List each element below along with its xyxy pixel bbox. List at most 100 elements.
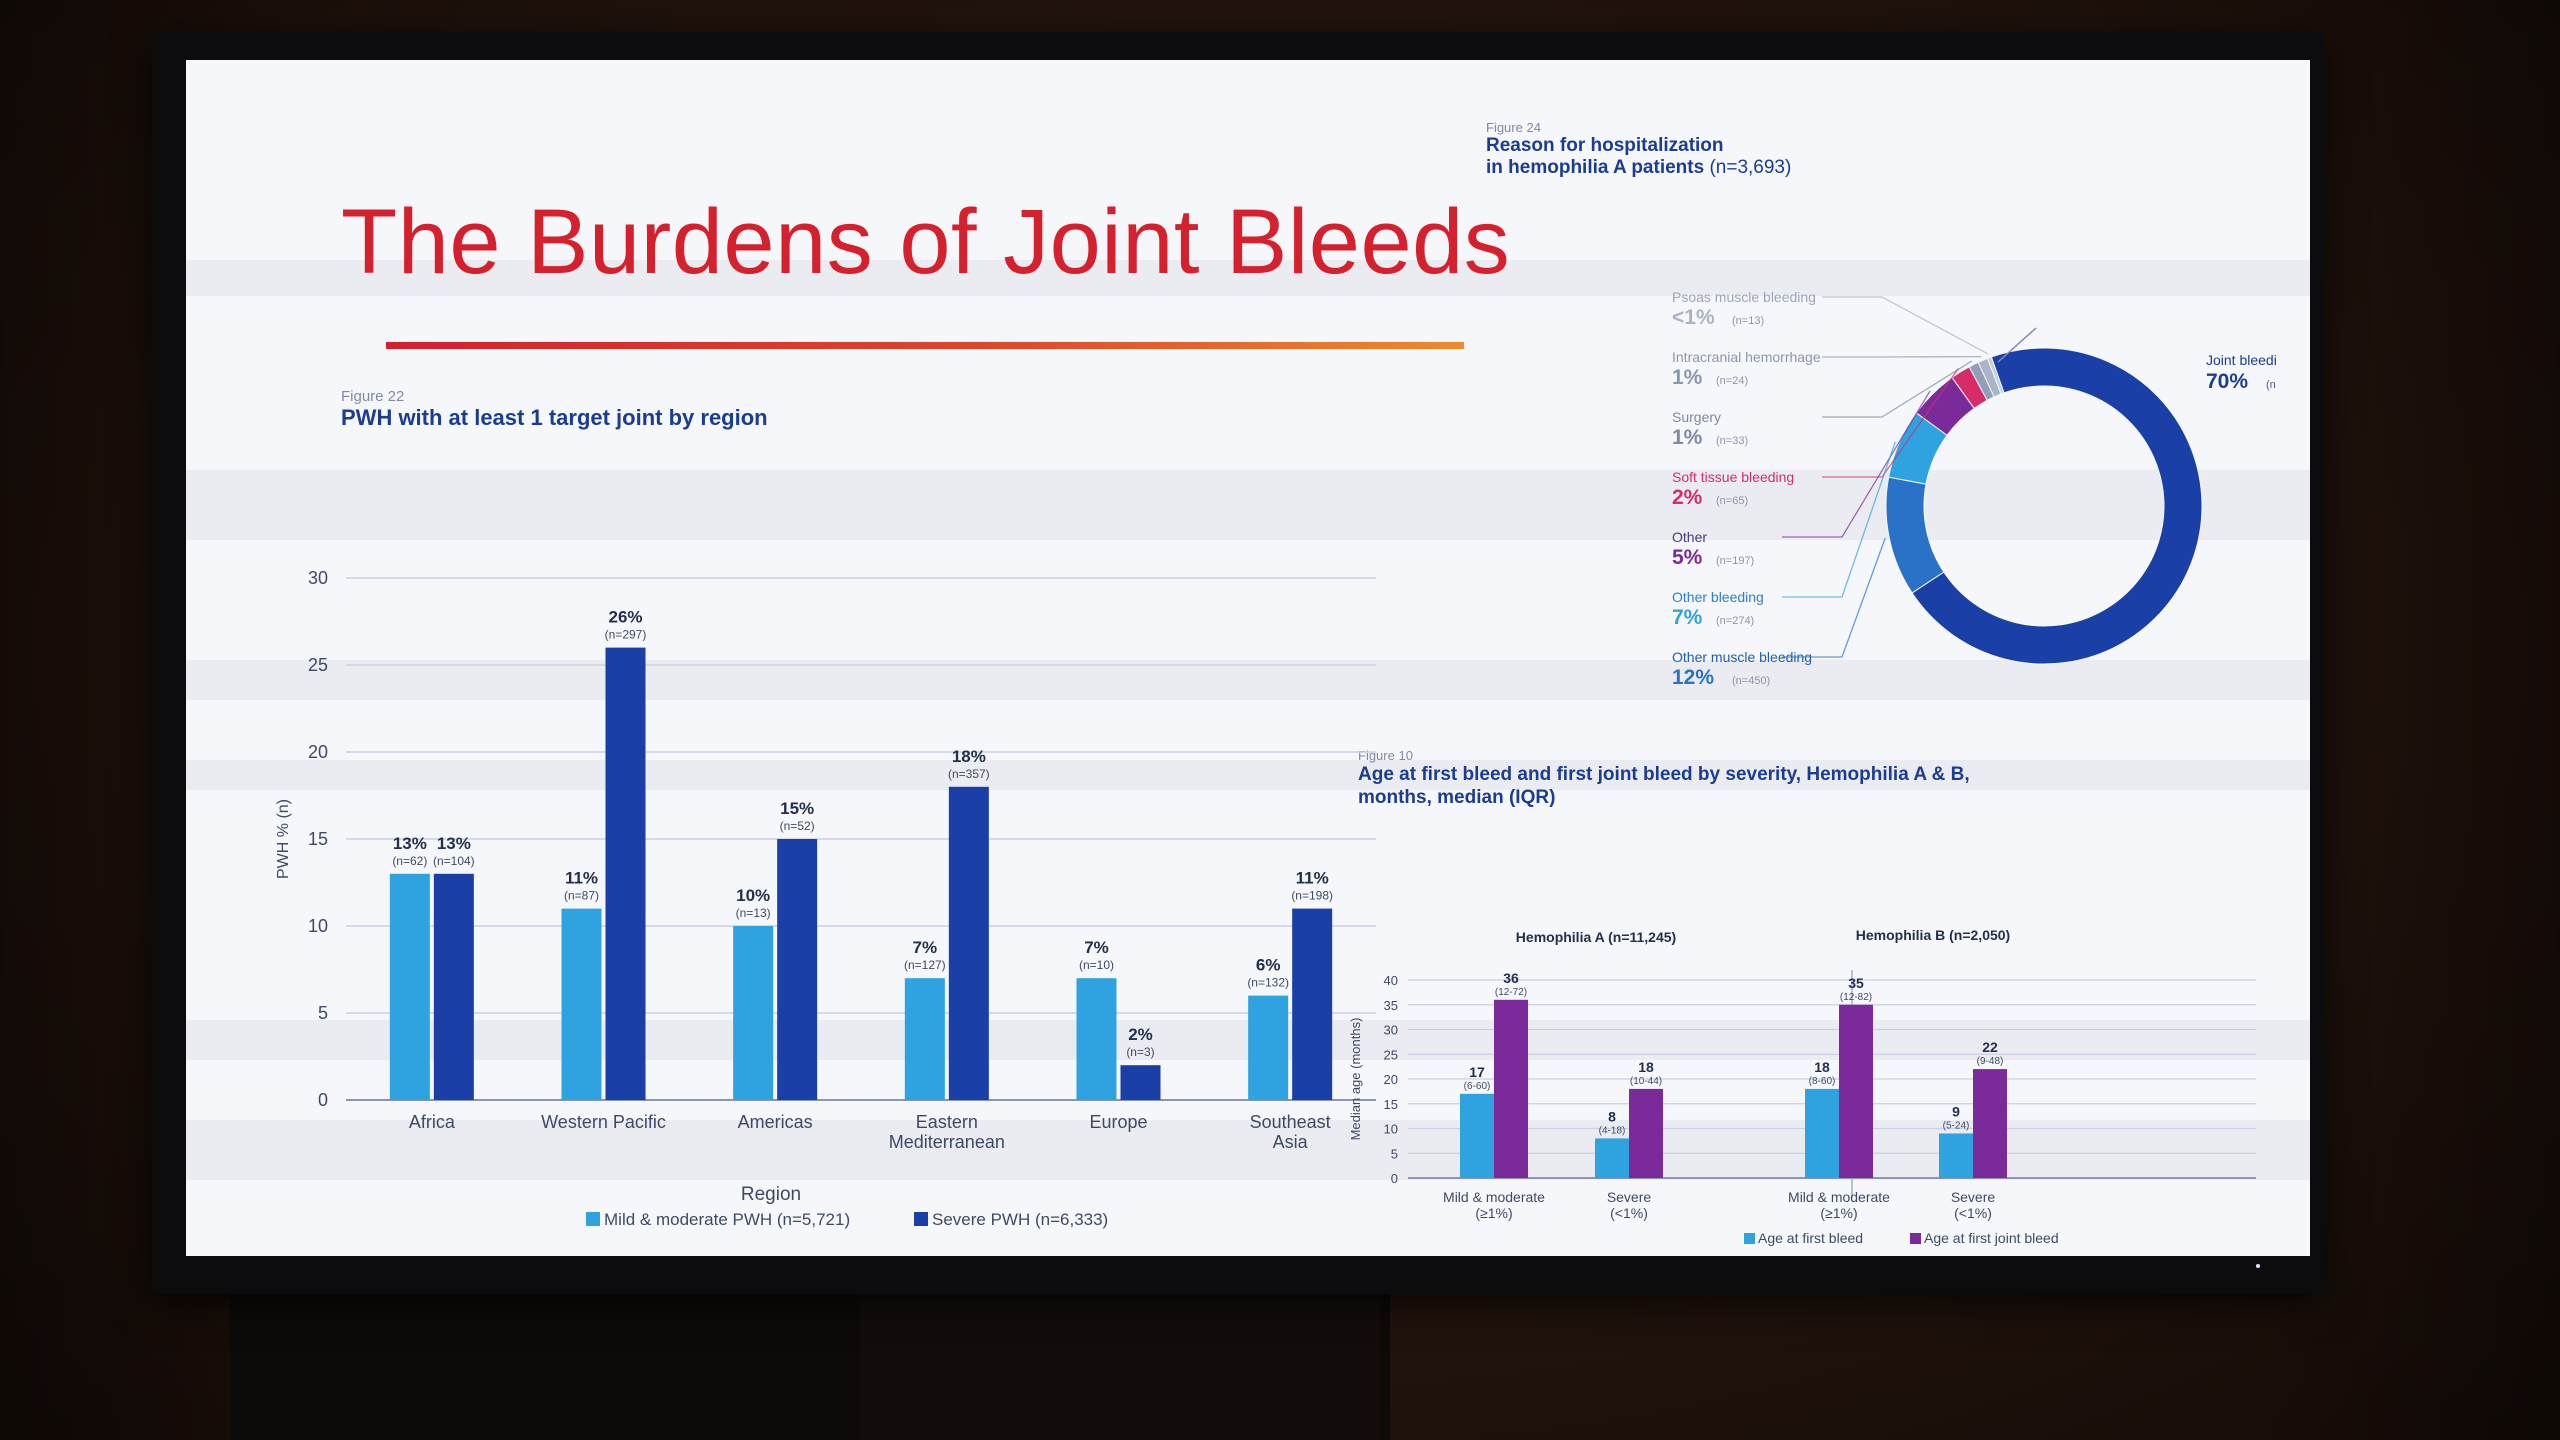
slice-name-label: Other (1672, 529, 1707, 545)
bar (777, 839, 818, 1100)
bar-value-label: 18 (1814, 1059, 1830, 1075)
bar-value-label: 7% (913, 938, 938, 957)
bar-value-label: 10% (736, 886, 770, 905)
slice-n-label: (n=13) (1732, 315, 1764, 327)
legend-label: Age at first joint bleed (1924, 1230, 2059, 1246)
bar-iqr-label: (5-24) (1943, 1120, 1970, 1131)
bar-iqr-label: (10-44) (1630, 1076, 1662, 1087)
bar-iqr-label: (8-60) (1809, 1076, 1836, 1087)
slice-name-label: Soft tissue bleeding (1672, 469, 1794, 485)
bar (1839, 1004, 1873, 1178)
y-tick-label: 5 (1391, 1146, 1398, 1161)
donut-slice (1885, 476, 1945, 594)
bar-value-label: 2% (1128, 1025, 1153, 1044)
fig10-title-line1: Age at first bleed and first joint bleed… (1358, 764, 1970, 785)
y-tick-label: 20 (1384, 1072, 1398, 1087)
x-tick-label: Eastern (916, 1112, 978, 1132)
slice-n-label: (n=33) (1716, 435, 1748, 447)
bar (948, 786, 989, 1100)
bar-value-label: 18 (1638, 1059, 1654, 1075)
bar-n-label: (n=104) (433, 854, 475, 868)
fig22-title: PWH with at least 1 target joint by regi… (341, 405, 768, 430)
fig10-title-line2: months, median (IQR) (1358, 787, 1556, 808)
slice-n-label: (n=2,592) (2266, 379, 2276, 391)
bar-value-label: 15% (780, 799, 814, 818)
bar (1120, 1065, 1161, 1100)
bar (1629, 1088, 1663, 1178)
x-tick-label: Mild & moderate (1788, 1189, 1890, 1205)
bar-value-label: 13% (393, 834, 427, 853)
y-tick-label: 10 (1384, 1122, 1398, 1137)
x-tick-label: (<1%) (1610, 1205, 1648, 1221)
bar-n-label: (n=297) (605, 628, 647, 642)
slice-pct-label: 5% (1672, 546, 1703, 569)
bar-n-label: (n=10) (1079, 958, 1114, 972)
bar-iqr-label: (12-82) (1840, 992, 1872, 1003)
bar-n-label: (n=357) (948, 767, 990, 781)
slice-name-label: Other bleeding (1672, 589, 1764, 605)
slice-pct-label: 7% (1672, 606, 1703, 629)
bar-value-label: 36 (1503, 970, 1519, 986)
bar-value-label: 18% (952, 747, 986, 766)
bar-value-label: 26% (608, 608, 642, 627)
slide-screen: The Burdens of Joint Bleeds Figure 22 PW… (186, 60, 2310, 1256)
bar-value-label: 35 (1848, 975, 1864, 991)
bar-value-label: 9 (1952, 1103, 1960, 1119)
x-tick-label: Mild & moderate (1443, 1189, 1545, 1205)
power-led (2256, 1264, 2260, 1268)
slice-name-label: Intracranial hemorrhage (1672, 349, 1821, 365)
monitor-stand-base (860, 1280, 1380, 1440)
x-tick-label: Asia (1273, 1132, 1309, 1152)
fig24-title-line1: Reason for hospitalization (1486, 135, 1724, 156)
fig24-title-line2: in hemophilia A patients (1486, 157, 1705, 178)
bar-value-label: 7% (1084, 938, 1109, 957)
x-tick-label: Americas (738, 1112, 813, 1132)
y-tick-label: 15 (308, 829, 328, 849)
fig24-title: Reason for hospitalization in hemophilia… (1486, 135, 1791, 179)
bar-value-label: 11% (565, 869, 598, 888)
y-tick-label: 35 (1384, 998, 1398, 1013)
slice-n-label: (n=24) (1716, 375, 1748, 387)
bar-n-label: (n=52) (780, 819, 815, 833)
y-tick-label: 5 (318, 1003, 328, 1023)
y-axis-label: Median age (months) (1348, 1018, 1363, 1141)
slice-name-label: Psoas muscle bleeding (1672, 289, 1816, 305)
bar-n-label: (n=3) (1126, 1045, 1154, 1059)
bar-value-label: 8 (1608, 1108, 1616, 1124)
bar (561, 908, 602, 1100)
y-tick-label: 30 (1384, 1023, 1398, 1038)
bar-n-label: (n=87) (564, 889, 599, 903)
leader-line (1782, 537, 1886, 658)
donut-slice (1911, 347, 2203, 665)
title-underline (386, 342, 1464, 349)
y-tick-label: 10 (308, 916, 328, 936)
y-axis-label: PWH % (n) (275, 799, 292, 879)
slice-pct-label: 1% (1672, 426, 1703, 449)
x-tick-label: Southeast (1250, 1112, 1331, 1132)
x-tick-label: (≥1%) (1820, 1205, 1857, 1221)
bar-iqr-label: (12-72) (1495, 987, 1527, 998)
legend-swatch (1744, 1233, 1755, 1244)
bar-value-label: 22 (1982, 1039, 1998, 1055)
slice-pct-label: 12% (1672, 666, 1714, 689)
bar-iqr-label: (4-18) (1599, 1125, 1626, 1136)
fig24-label: Figure 24 (1486, 120, 1541, 135)
bar (1973, 1069, 2007, 1178)
bar (1460, 1093, 1494, 1178)
leader-line (1822, 360, 1973, 418)
x-tick-label: Severe (1607, 1189, 1652, 1205)
group-label: Hemophilia A (n=11,245) (1516, 929, 1676, 945)
bar (605, 647, 646, 1100)
bar (1076, 978, 1117, 1100)
fig24-title-n: (n=3,693) (1709, 157, 1792, 178)
x-tick-label: Mediterranean (889, 1132, 1005, 1152)
x-tick-label: Severe (1951, 1189, 1996, 1205)
legend-label: Mild & moderate PWH (n=5,721) (604, 1210, 850, 1229)
legend-label: Age at first bleed (1758, 1230, 1863, 1246)
leader-line (1822, 368, 1959, 478)
x-tick-label: (≥1%) (1475, 1205, 1512, 1221)
y-tick-label: 20 (308, 742, 328, 762)
slice-pct-label: <1% (1672, 306, 1715, 329)
slice-n-label: (n=274) (1716, 615, 1754, 627)
